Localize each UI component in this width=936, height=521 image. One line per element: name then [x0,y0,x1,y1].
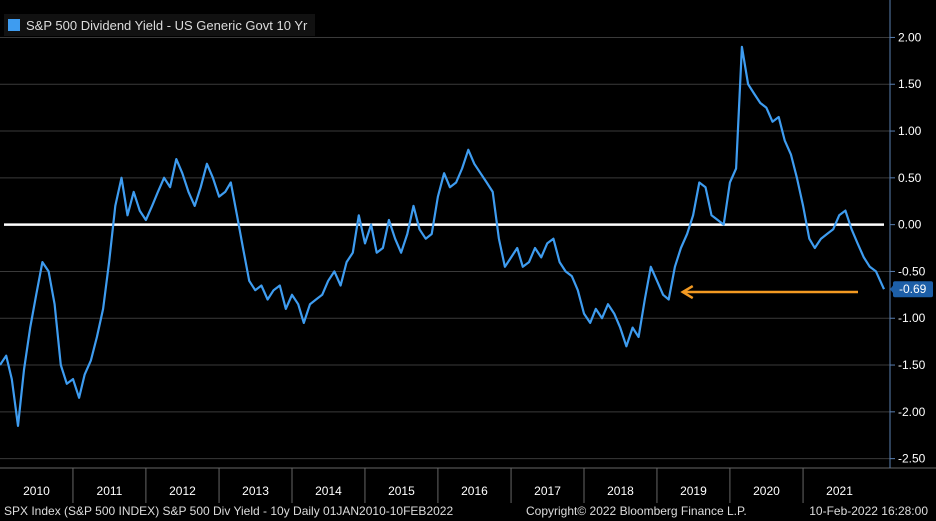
x-axis: 2010 2011 2012 2013 2014 2015 2016 2017 2018 2019… [0,467,936,503]
legend-label: S&P 500 Dividend Yield - US Generic Govt… [26,17,308,33]
gridlines [0,36,890,460]
x-tick-label: 2012 [169,484,196,498]
x-tick-label: 2015 [388,484,415,498]
footer-source: SPX Index (S&P 500 INDEX) S&P 500 Div Yi… [4,504,454,518]
y-tick-label: -1.50 [898,358,926,372]
x-tick-label: 2014 [315,484,342,498]
x-tick-label: 2019 [680,484,707,498]
x-tick-label: 2020 [753,484,780,498]
series-line-div-yield-spread [0,45,886,427]
y-tick-label: 1.00 [898,124,922,138]
footer-copyright: Copyright© 2022 Bloomberg Finance L.P. [526,504,747,518]
last-value-badge: -0.69 [890,281,933,298]
footer: SPX Index (S&P 500 INDEX) S&P 500 Div Yi… [0,503,936,521]
y-tick-label: -1.00 [898,311,926,325]
x-tick-label: 2011 [97,484,123,498]
y-axis: 2.00 1.50 1.00 0.50 0.00 -0.50 -1.00 -1.50 -2.00… [889,0,926,468]
y-tick-label: -2.50 [898,452,926,466]
y-tick-label: -2.00 [898,405,926,419]
last-value-label: -0.69 [899,282,927,296]
x-tick-label: 2010 [23,484,50,498]
legend: S&P 500 Dividend Yield - US Generic Govt… [4,14,316,36]
y-tick-label: -0.50 [898,264,926,278]
arrow-annotation [680,284,858,300]
x-tick-label: 2018 [607,484,634,498]
y-tick-label: 1.50 [898,77,922,91]
chart-area: 2010 2011 2012 2013 2014 2015 2016 2017 2018 2019… [0,0,936,503]
y-tick-label: 0.50 [898,171,922,185]
x-tick-label: 2016 [461,484,488,498]
x-tick-label: 2013 [242,484,269,498]
y-tick-label: 0.00 [898,218,922,232]
legend-swatch [8,19,20,31]
x-tick-label: 2021 [826,484,853,498]
footer-timestamp: 10-Feb-2022 16:28:00 [809,504,928,518]
x-tick-label: 2017 [534,484,561,498]
y-tick-label: 2.00 [898,30,922,44]
arrow-head [680,284,694,300]
